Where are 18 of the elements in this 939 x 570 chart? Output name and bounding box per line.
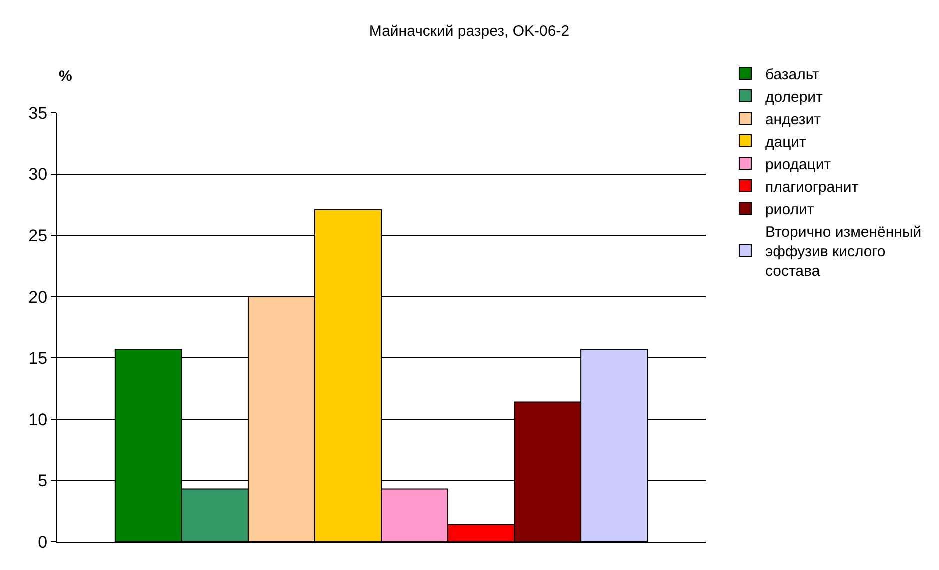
legend-label: риолит (765, 201, 814, 218)
y-tick-label: 30 (28, 165, 48, 184)
legend-label: базальт (765, 66, 820, 84)
legend-label: андезит (765, 111, 822, 128)
legend-label: риодацит (765, 156, 832, 174)
y-tick-label: 10 (28, 410, 48, 430)
legend-label: Вторично изменённый эффузив кислого состава (765, 224, 922, 280)
y-tick-label: 5 (38, 472, 48, 491)
y-tick-label: 35 (28, 104, 48, 123)
y-tick-label: 15 (28, 349, 48, 368)
y-tick-label: 25 (28, 226, 48, 246)
legend-label: дацит (765, 134, 807, 151)
legend-label: плагиогранит (765, 178, 859, 196)
chart-title: Майначский разрез, OK-06-2 (369, 23, 570, 40)
legend-label: долерит (765, 88, 824, 106)
y-axis-title: % (59, 68, 72, 85)
y-tick-label: 0 (38, 532, 48, 552)
y-tick-label: 20 (28, 288, 48, 307)
